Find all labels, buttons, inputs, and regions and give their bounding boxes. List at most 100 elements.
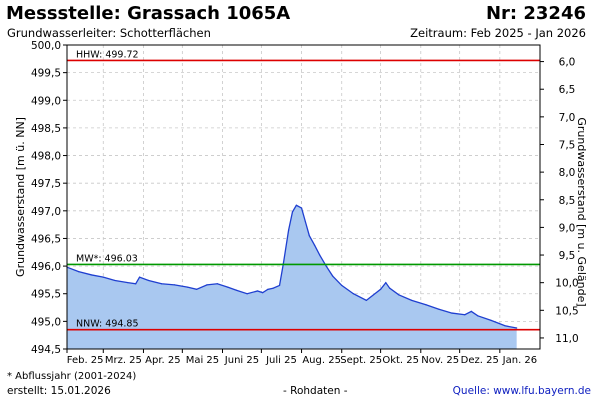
y-tick-label: 498,0 xyxy=(31,151,61,163)
data-point xyxy=(173,284,176,286)
x-tick-label: Nov. 25 xyxy=(421,355,459,366)
data-point xyxy=(148,279,150,282)
data-point xyxy=(102,276,104,278)
x-tick-label: Juli 25 xyxy=(265,355,297,366)
station-number: Nr: 23246 xyxy=(485,3,586,24)
data-point xyxy=(477,315,479,317)
data-point xyxy=(438,308,440,310)
y-right-tick-label: 9,5 xyxy=(559,250,576,262)
data-point xyxy=(516,327,518,329)
data-point xyxy=(319,254,321,256)
data-point xyxy=(127,282,129,284)
y-tick-label: 495,5 xyxy=(31,289,61,301)
period-label: Zeitraum: Feb 2025 - Jan 2026 xyxy=(410,26,586,40)
data-point xyxy=(464,314,466,316)
y-right-tick-label: 10,0 xyxy=(555,278,578,290)
data-point xyxy=(313,244,316,246)
data-point xyxy=(380,288,382,290)
data-point xyxy=(262,292,264,294)
axes: 494,5 495,0 495,5 496,0 496,5 497,0 497,5 498,0… xyxy=(14,40,588,366)
data-point xyxy=(272,287,274,289)
x-tick-label: Okt. 25 xyxy=(382,355,419,366)
data-point xyxy=(236,289,238,292)
data-point xyxy=(161,283,163,285)
y-tick-label: 494,5 xyxy=(31,344,61,356)
data-series xyxy=(66,204,518,349)
y-tick-label: 497,0 xyxy=(31,206,61,218)
data-point xyxy=(365,299,367,301)
reference-line-label: NNW: 494.85 xyxy=(76,319,139,330)
data-point xyxy=(385,282,387,284)
data-point xyxy=(352,293,354,295)
data-point xyxy=(451,312,453,314)
data-point xyxy=(282,262,285,264)
y-right-tick-label: 7,0 xyxy=(559,112,576,124)
data-point xyxy=(470,310,472,313)
data-point xyxy=(278,284,281,287)
reference-line-label: HHW: 499.72 xyxy=(76,49,139,60)
data-point xyxy=(195,288,198,290)
y-tick-label: 499,5 xyxy=(31,68,61,80)
x-tick-label: Sept. 25 xyxy=(340,355,382,366)
plot-frame xyxy=(66,44,541,350)
data-point xyxy=(288,229,290,231)
data-point xyxy=(295,204,297,206)
data-point xyxy=(332,275,334,277)
aquifer-label: Grundwasserleiter: Schotterflächen xyxy=(7,26,211,40)
data-point xyxy=(135,283,137,285)
x-tick-label: Feb. 25 xyxy=(67,355,104,366)
data-point xyxy=(186,286,189,288)
data-point xyxy=(291,211,294,213)
data-point xyxy=(304,221,307,223)
y-right-tick-label: 7,5 xyxy=(559,139,576,151)
data-point xyxy=(206,284,208,286)
y-tick-label: 498,5 xyxy=(31,123,61,135)
data-point xyxy=(389,287,391,289)
data-point xyxy=(411,299,413,301)
y-tick-label: 497,5 xyxy=(31,178,61,190)
y-axis-title: Grundwasserstand [m ü. NN] xyxy=(14,117,27,277)
data-point xyxy=(490,319,492,321)
data-point xyxy=(504,325,506,327)
y-right-tick-label: 6,5 xyxy=(559,84,576,96)
y-tick-label: 495,0 xyxy=(31,316,61,328)
y-right-axis-title: Grundwasserstand [m u. Gelände] xyxy=(575,117,588,306)
data-point xyxy=(398,294,400,296)
y-right-tick-label: 8,0 xyxy=(559,167,576,179)
y-tick-label: 499,0 xyxy=(31,95,61,107)
data-point xyxy=(267,288,269,290)
data-point xyxy=(216,283,218,285)
y-tick-label: 500,0 xyxy=(31,40,61,52)
page-title: Messstelle: Grassach 1065A xyxy=(6,3,291,24)
data-point xyxy=(341,284,343,287)
raw-data-note: - Rohdaten - xyxy=(283,385,348,397)
x-tick-label: Juni 25 xyxy=(224,355,259,366)
data-point xyxy=(300,207,303,209)
x-tick-label: Jan. 26 xyxy=(502,355,538,366)
y-right-tick-label: 10,5 xyxy=(555,305,578,317)
data-point xyxy=(325,265,327,267)
y-tick-label: 496,5 xyxy=(31,233,61,245)
data-point xyxy=(227,286,229,288)
footnote: * Abflussjahr (2001-2024) xyxy=(7,371,137,382)
y-right-tick-label: 6,0 xyxy=(559,57,576,69)
x-tick-label: Mai 25 xyxy=(186,355,219,366)
data-point xyxy=(78,271,80,273)
y-tick-label: 496,0 xyxy=(31,261,61,273)
data-point xyxy=(114,279,116,282)
source-link[interactable]: Quelle: www.lfu.bayern.de xyxy=(452,385,591,397)
data-point xyxy=(308,235,310,237)
data-point xyxy=(246,293,248,295)
data-point xyxy=(256,290,259,292)
data-point xyxy=(425,304,427,306)
y-right-tick-label: 8,5 xyxy=(559,195,576,207)
x-tick-label: Dez. 25 xyxy=(461,355,499,366)
x-tick-label: Mrz. 25 xyxy=(105,355,142,366)
y-right-tick-label: 9,0 xyxy=(559,222,576,234)
x-tick-label: Aug. 25 xyxy=(302,355,341,366)
data-point xyxy=(91,274,93,276)
y-right-tick-label: 11,0 xyxy=(555,333,578,345)
created-date: erstellt: 15.01.2026 xyxy=(7,385,111,397)
series-area xyxy=(67,205,517,349)
